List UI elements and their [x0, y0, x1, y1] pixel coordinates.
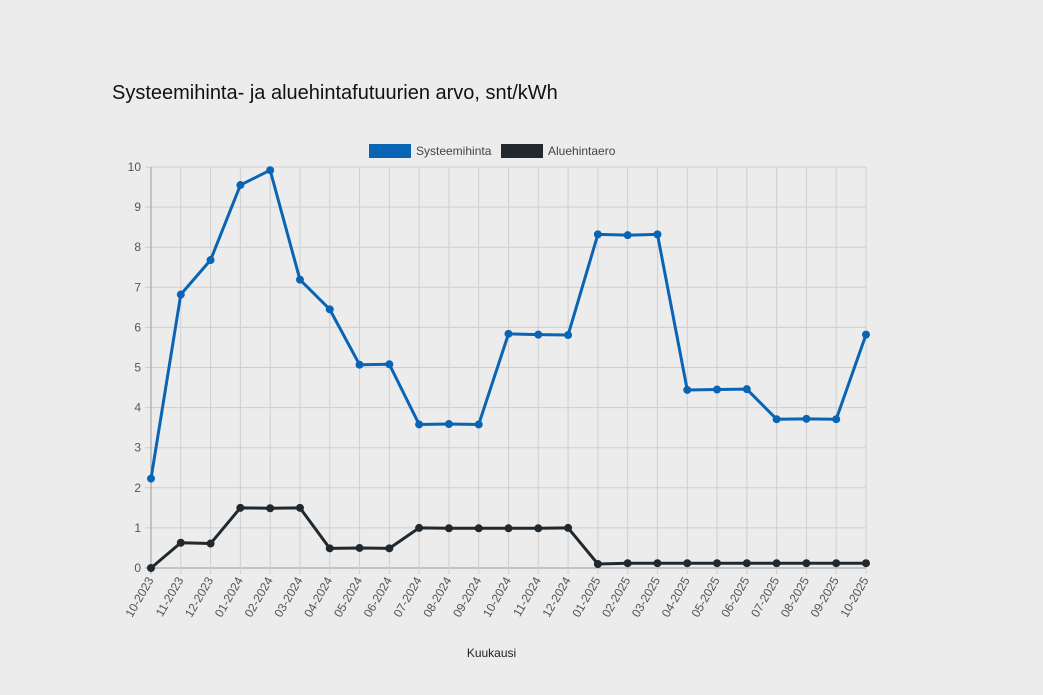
- data-point: [742, 385, 751, 394]
- data-point: [385, 360, 394, 369]
- data-point: [683, 559, 692, 568]
- data-point: [176, 538, 185, 547]
- data-point: [593, 230, 602, 239]
- data-point: [742, 559, 751, 568]
- data-point: [355, 360, 364, 369]
- data-point: [236, 503, 245, 512]
- data-point: [802, 414, 811, 423]
- data-point: [444, 524, 453, 533]
- y-tick-label: 5: [134, 361, 141, 375]
- data-point: [534, 330, 543, 339]
- data-point: [623, 559, 632, 568]
- legend-swatch: [369, 144, 411, 158]
- data-point: [266, 504, 275, 513]
- y-tick-label: 3: [134, 441, 141, 455]
- x-tick-label: 10-2024: [480, 574, 514, 619]
- data-point: [206, 256, 215, 265]
- data-point: [504, 524, 513, 533]
- data-point: [504, 329, 513, 338]
- data-point: [593, 559, 602, 568]
- data-point: [653, 230, 662, 239]
- data-point: [385, 544, 394, 553]
- data-point: [474, 524, 483, 533]
- data-point: [415, 523, 424, 532]
- legend-label: Aluehintaero: [548, 144, 616, 158]
- data-point: [862, 330, 870, 339]
- data-point: [206, 539, 215, 548]
- legend-swatch: [501, 144, 543, 158]
- data-point: [564, 331, 573, 340]
- y-tick-label: 2: [134, 481, 141, 495]
- y-tick-label: 8: [134, 240, 141, 254]
- data-point: [832, 415, 841, 424]
- y-tick-label: 9: [134, 200, 141, 214]
- data-point: [862, 559, 870, 568]
- x-axis-label: Kuukausi: [467, 646, 516, 660]
- data-point: [474, 420, 483, 429]
- y-tick-label: 1: [134, 521, 141, 535]
- y-tick-label: 10: [128, 160, 142, 174]
- data-point: [713, 385, 722, 394]
- data-point: [683, 385, 692, 394]
- data-point: [772, 415, 781, 424]
- y-tick-label: 7: [134, 280, 141, 294]
- data-point: [772, 559, 781, 568]
- data-point: [325, 305, 334, 314]
- data-point: [295, 275, 304, 284]
- y-tick-label: 4: [134, 401, 141, 415]
- data-point: [564, 523, 573, 532]
- legend-label: Systeemihinta: [416, 144, 492, 158]
- data-point: [832, 559, 841, 568]
- data-point: [355, 543, 364, 552]
- x-tick-label: 10-2023: [122, 574, 156, 619]
- data-point: [325, 544, 334, 553]
- data-point: [653, 559, 662, 568]
- chart-title: Systeemihinta- ja aluehintafutuurien arv…: [112, 82, 558, 104]
- y-tick-label: 0: [134, 561, 141, 575]
- data-point: [534, 524, 543, 533]
- data-point: [802, 559, 811, 568]
- data-point: [623, 231, 632, 240]
- data-point: [236, 181, 245, 190]
- data-point: [176, 290, 185, 299]
- x-tick-label: 10-2025: [837, 574, 871, 619]
- data-point: [147, 564, 155, 572]
- data-point: [415, 420, 424, 429]
- data-point: [266, 166, 275, 175]
- data-point: [147, 474, 155, 483]
- data-point: [713, 559, 722, 568]
- data-point: [295, 503, 304, 512]
- y-tick-label: 6: [134, 320, 141, 334]
- data-point: [444, 420, 453, 429]
